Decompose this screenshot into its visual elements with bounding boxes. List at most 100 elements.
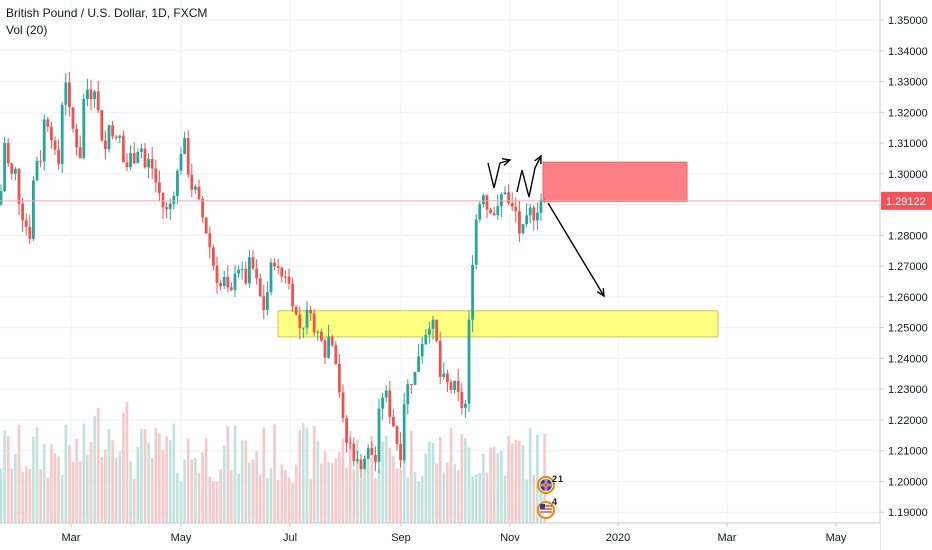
volume-bar [140, 428, 143, 523]
time-tick-label: Nov [500, 532, 520, 544]
volume-bar [190, 459, 194, 523]
candle-body [71, 107, 75, 129]
volume-bar [17, 424, 21, 523]
volume-bar [204, 438, 208, 523]
volume-bar [442, 472, 446, 523]
support-zone[interactable] [277, 310, 719, 338]
candle-body [460, 391, 464, 408]
candle-body [420, 344, 424, 357]
candle-body [57, 149, 60, 164]
candle-body [158, 182, 161, 193]
volume-bar [489, 447, 492, 523]
zigzag-arrow-right[interactable] [516, 155, 542, 198]
volume-bar [348, 431, 352, 523]
volume-bar [377, 469, 381, 523]
candle-body [492, 213, 496, 216]
volume-bar [168, 439, 172, 523]
price-tick-label: 1.24000 [888, 353, 928, 365]
candle-body [136, 151, 140, 164]
event-markers[interactable]: 2 1 4 [537, 474, 563, 519]
candle-body [334, 345, 338, 364]
volume-bar [273, 424, 276, 523]
zigzag-arrow-right-head[interactable] [534, 154, 542, 165]
volume-bar [500, 451, 503, 523]
price-tick-label: 1.32000 [888, 107, 928, 119]
volume-bar [410, 430, 413, 523]
candle-body [366, 448, 370, 459]
candle-body [467, 319, 471, 404]
volume-bar [143, 429, 147, 523]
candle-body [194, 186, 197, 190]
volume-bar [244, 440, 248, 523]
volume-bar [114, 457, 118, 523]
candle-body [276, 266, 280, 268]
candle-body [233, 273, 237, 290]
drawings[interactable] [0, 154, 880, 298]
current-price-label: 1.29122 [886, 196, 926, 208]
volume-bar [222, 445, 226, 523]
time-tick-label: May [171, 532, 192, 544]
candle-body [442, 373, 446, 377]
volume-bar [298, 430, 302, 523]
candle-body [68, 82, 71, 108]
zigzag-arrow-left[interactable] [487, 159, 511, 189]
volume-bar [14, 453, 17, 523]
candle-body [330, 336, 334, 346]
candle-body [485, 195, 489, 210]
projection-arrow-head[interactable] [596, 287, 605, 298]
volume-bar [291, 482, 294, 523]
candle-body [320, 331, 323, 341]
volume-bar [78, 461, 82, 523]
candle-body [172, 196, 176, 204]
volume-bar [208, 476, 212, 523]
candle-body [89, 89, 93, 100]
price-tick-label: 1.19000 [888, 507, 928, 519]
price-tick-label: 1.34000 [888, 46, 928, 58]
candle-body [248, 257, 251, 284]
candle-body [356, 459, 359, 462]
volume-bar [424, 453, 428, 523]
volume-bar [35, 427, 39, 523]
price-tick-label: 1.28000 [888, 230, 928, 242]
candle-body [525, 215, 528, 224]
candle-body [381, 397, 384, 409]
volume-bar [438, 436, 442, 523]
candle-body [536, 212, 539, 221]
volume-bar [449, 427, 453, 523]
candle-body [489, 209, 492, 214]
candle-body [24, 220, 28, 227]
volume-bar [399, 468, 402, 523]
candle-body [399, 444, 402, 461]
volume-bar [60, 475, 64, 523]
candle-body [42, 119, 46, 162]
candle-body [345, 418, 348, 443]
volume-bar [388, 447, 392, 523]
candle-body [507, 192, 510, 204]
candle-body [96, 91, 100, 111]
time-axis-bg [0, 523, 880, 550]
volume-bar [435, 463, 438, 523]
volume-bar [219, 469, 222, 523]
volume-indicator-label[interactable]: Vol (20) [6, 23, 48, 37]
candle-body [478, 204, 482, 220]
zigzag-arrow-left-head[interactable] [501, 158, 512, 166]
candle-body [6, 143, 10, 164]
candle-body [435, 319, 438, 341]
zones[interactable] [277, 161, 719, 338]
volume-bar [233, 425, 237, 523]
volume-bar [528, 427, 532, 523]
event-marker-us[interactable]: 4 [537, 497, 557, 519]
us-flag-canton [540, 504, 545, 509]
volume-bar [395, 468, 399, 523]
price-tick-label: 1.33000 [888, 77, 928, 89]
volume-bar [359, 478, 363, 523]
resistance-zone[interactable] [542, 161, 688, 203]
projection-arrow[interactable] [547, 202, 605, 297]
candle-body [17, 168, 21, 204]
candle-body [35, 160, 39, 181]
candle-body [78, 147, 82, 159]
volume-bar [518, 440, 521, 523]
